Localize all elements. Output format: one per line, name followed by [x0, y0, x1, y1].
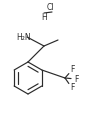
Text: H₂N: H₂N	[16, 33, 31, 42]
Text: Cl: Cl	[46, 4, 54, 13]
Text: F: F	[70, 84, 74, 93]
Text: F: F	[74, 75, 78, 84]
Text: F: F	[70, 66, 74, 75]
Text: H: H	[41, 13, 47, 22]
